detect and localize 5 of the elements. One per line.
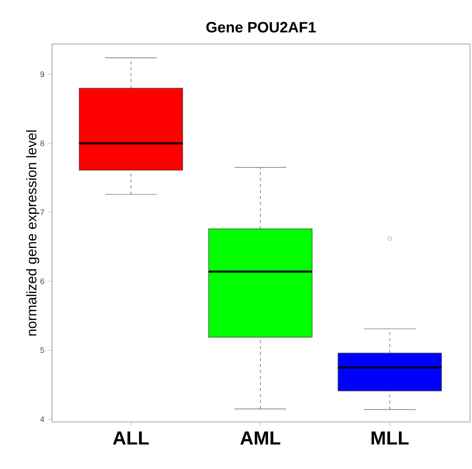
y-axis-title: normalized gene expression level — [26, 130, 40, 336]
x-tick-label: AML — [240, 432, 280, 445]
chart-title: Gene POU2AF1 — [206, 22, 316, 32]
x-tick-label: ALL — [113, 432, 149, 445]
x-tick-label: MLL — [372, 432, 409, 445]
